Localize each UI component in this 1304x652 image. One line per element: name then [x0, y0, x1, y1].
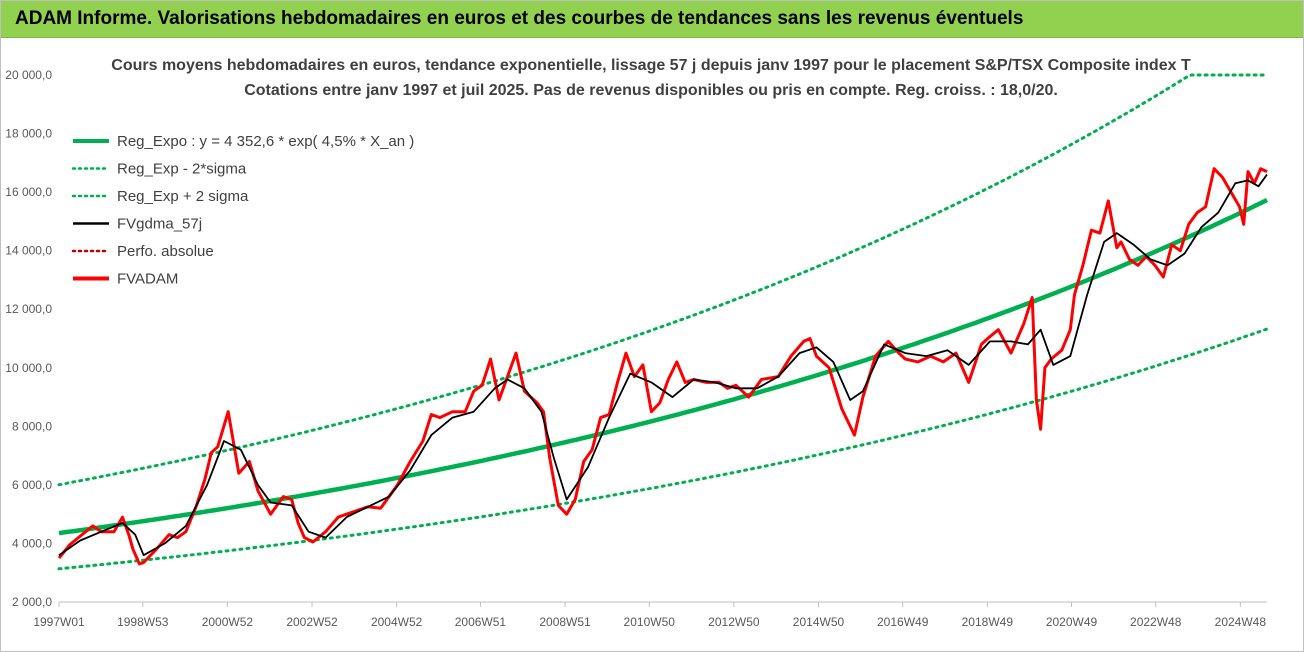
y-tick-label: 12 000,0: [5, 302, 52, 316]
y-tick-label: 20 000,0: [5, 68, 52, 82]
legend-label: Perfo. absolue: [117, 243, 214, 260]
y-tick-label: 16 000,0: [5, 185, 52, 199]
header-banner: ADAM Informe. Valorisations hebdomadaire…: [1, 1, 1303, 38]
y-tick-label: 10 000,0: [5, 361, 52, 375]
x-tick-label: 2004W52: [371, 615, 423, 629]
series-fvgdma-57j: [58, 173, 1268, 557]
x-tick-label: 2018W49: [962, 615, 1014, 629]
y-tick-label: 18 000,0: [5, 127, 52, 141]
legend-label: Reg_Exp + 2 sigma: [117, 188, 249, 205]
chart-legend: Reg_Expo : y = 4 352,6 * exp( 4,5% * X_a…: [71, 133, 414, 288]
chart-area: Cours moyens hebdomadaires en euros, ten…: [5, 57, 1269, 629]
x-tick-label: 2008W51: [539, 615, 591, 629]
x-axis-ticks: 1997W01 1998W53 2000W52 2002W52 2004W52 2006W…: [33, 602, 1266, 629]
chart-subtitle: Cotations entre janv 1997 et juil 2025. …: [244, 82, 1058, 99]
legend-label: Reg_Exp - 2*sigma: [117, 161, 247, 178]
chart-title: Cours moyens hebdomadaires en euros, ten…: [111, 57, 1191, 74]
y-tick-label: 4 000,0: [12, 536, 52, 550]
series-reg-expo: [58, 197, 1269, 536]
series-reg-exp-plus-2-sigma: [57, 73, 1269, 487]
y-axis-ticks: 2 000,0 4 000,0 6 000,0 8 000,0 10 000,0 12 0…: [5, 68, 52, 609]
x-tick-label: 2012W50: [708, 615, 760, 629]
x-tick-label: 2014W50: [793, 615, 845, 629]
y-tick-label: 8 000,0: [12, 419, 52, 433]
x-tick-label: 2022W48: [1130, 615, 1182, 629]
x-tick-label: 2000W52: [202, 615, 254, 629]
x-tick-label: 2020W49: [1046, 615, 1098, 629]
x-tick-label: 2010W50: [624, 615, 676, 629]
y-tick-label: 14 000,0: [5, 244, 52, 258]
page-title: ADAM Informe. Valorisations hebdomadaire…: [15, 8, 1024, 29]
legend-label: Reg_Expo : y = 4 352,6 * exp( 4,5% * X_a…: [117, 133, 414, 150]
legend-label: FVADAM: [117, 271, 178, 288]
x-tick-label: 1998W53: [117, 615, 169, 629]
y-tick-label: 2 000,0: [12, 595, 52, 609]
series-reg-exp-minus-2-sigma: [57, 327, 1269, 571]
x-tick-label: 2002W52: [286, 615, 338, 629]
x-tick-label: 1997W01: [33, 615, 85, 629]
legend-label: FVgdma_57j: [117, 216, 202, 233]
plot-series: [57, 73, 1269, 571]
x-tick-label: 2016W49: [877, 615, 929, 629]
x-tick-label: 2024W48: [1215, 615, 1267, 629]
y-tick-label: 6 000,0: [12, 478, 52, 492]
x-tick-label: 2006W51: [455, 615, 507, 629]
